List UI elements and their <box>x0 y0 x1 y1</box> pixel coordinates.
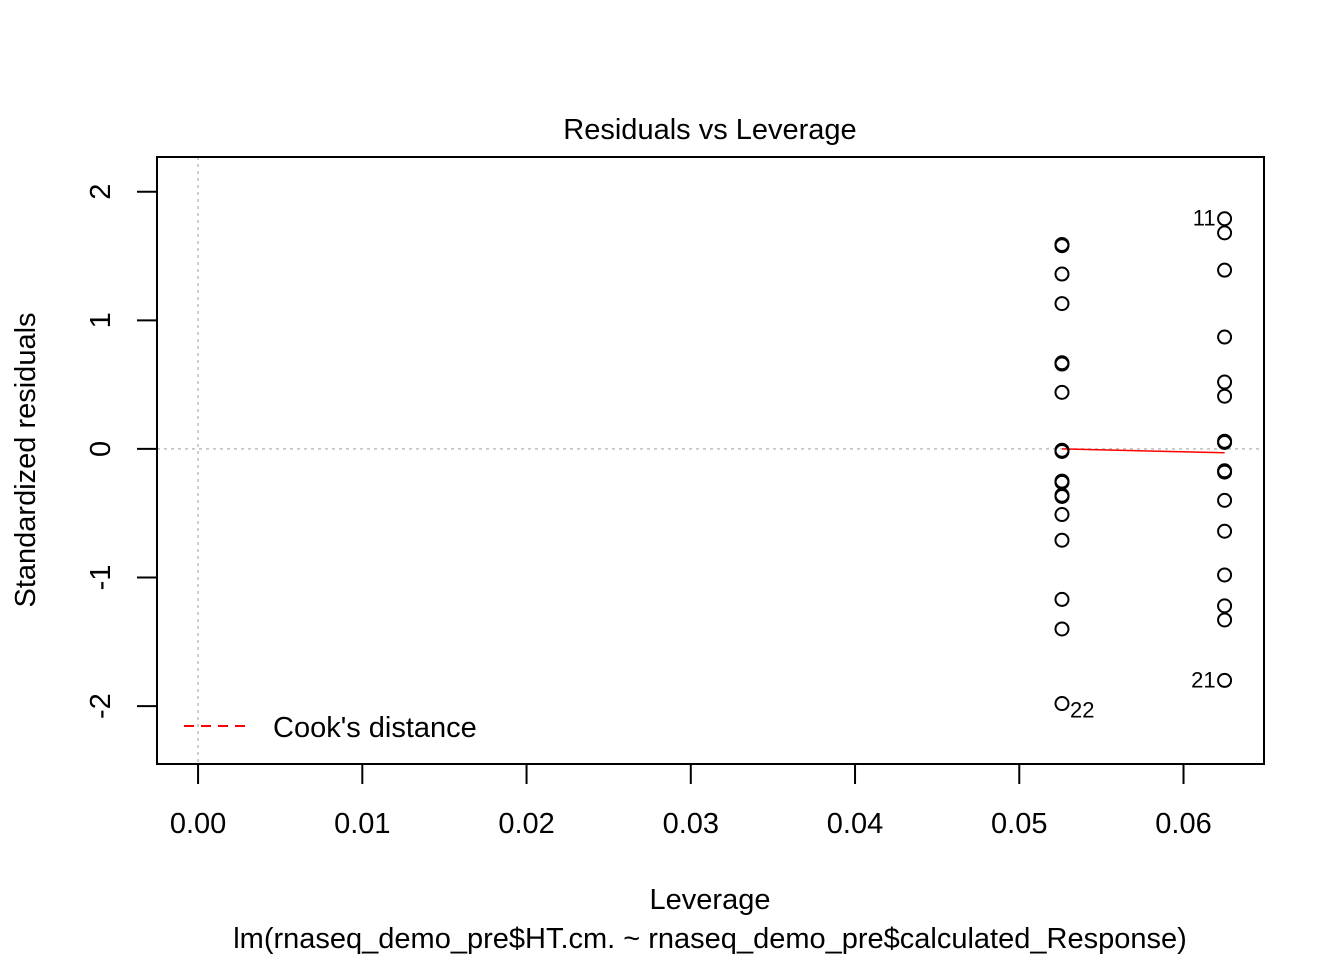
data-point <box>1217 434 1233 450</box>
data-point <box>1054 532 1070 548</box>
smoother-line-group <box>1061 448 1225 454</box>
legend-cooks-distance-label: Cook's distance <box>273 712 477 744</box>
data-point <box>1217 464 1233 480</box>
x-tick-label: 0.06 <box>1155 808 1211 840</box>
data-point <box>1217 672 1233 688</box>
x-tick-label: 0.00 <box>170 808 226 840</box>
chart-title: Residuals vs Leverage <box>563 114 856 146</box>
data-point <box>1217 225 1233 241</box>
data-point <box>1217 374 1233 390</box>
data-point <box>1217 567 1233 583</box>
x-tick-label: 0.04 <box>827 808 883 840</box>
y-tick-label: 1 <box>85 312 117 328</box>
data-point <box>1217 598 1233 614</box>
point-label: 11 <box>1193 206 1216 231</box>
x-tick-label: 0.02 <box>498 808 554 840</box>
y-axis: -2 -1 0 1 2 <box>85 184 158 719</box>
data-point <box>1054 696 1070 712</box>
data-point <box>1217 492 1233 508</box>
x-tick-label: 0.01 <box>334 808 390 840</box>
y-axis-label: Standardized residuals <box>10 312 42 607</box>
data-point <box>1217 612 1233 628</box>
x-axis-label: Leverage <box>650 884 771 916</box>
point-labels: 22 11 21 <box>1070 206 1216 723</box>
data-point <box>1217 523 1233 539</box>
plot-frame <box>156 156 1265 765</box>
data-point <box>1054 591 1070 607</box>
data-points <box>1054 211 1233 712</box>
data-point <box>1217 262 1233 278</box>
data-point <box>1054 507 1070 523</box>
data-point <box>1054 356 1070 372</box>
legend: Cook's distance <box>184 712 477 744</box>
smoother-line <box>1061 448 1225 454</box>
reference-lines <box>157 157 1264 764</box>
point-label: 22 <box>1070 698 1094 723</box>
data-point <box>1217 211 1233 227</box>
data-point <box>1054 621 1070 637</box>
y-tick-label: -1 <box>85 565 117 591</box>
x-axis: 0.00 0.01 0.02 0.03 0.04 0.05 0.06 <box>170 763 1212 840</box>
data-point <box>1054 384 1070 400</box>
y-tick-label: 2 <box>85 184 117 200</box>
x-tick-label: 0.03 <box>663 808 719 840</box>
data-point <box>1217 329 1233 345</box>
y-tick-label: -2 <box>85 693 117 719</box>
data-point <box>1054 266 1070 282</box>
data-point <box>1054 296 1070 312</box>
data-point <box>1054 238 1070 254</box>
data-point <box>1217 388 1233 404</box>
data-point <box>1054 489 1070 505</box>
model-formula-subtitle: lm(rnaseq_demo_pre$HT.cm. ~ rnaseq_demo_… <box>233 923 1187 955</box>
data-point <box>1054 443 1070 459</box>
point-label: 21 <box>1191 667 1215 692</box>
y-tick-label: 0 <box>85 441 117 457</box>
x-tick-label: 0.05 <box>991 808 1047 840</box>
